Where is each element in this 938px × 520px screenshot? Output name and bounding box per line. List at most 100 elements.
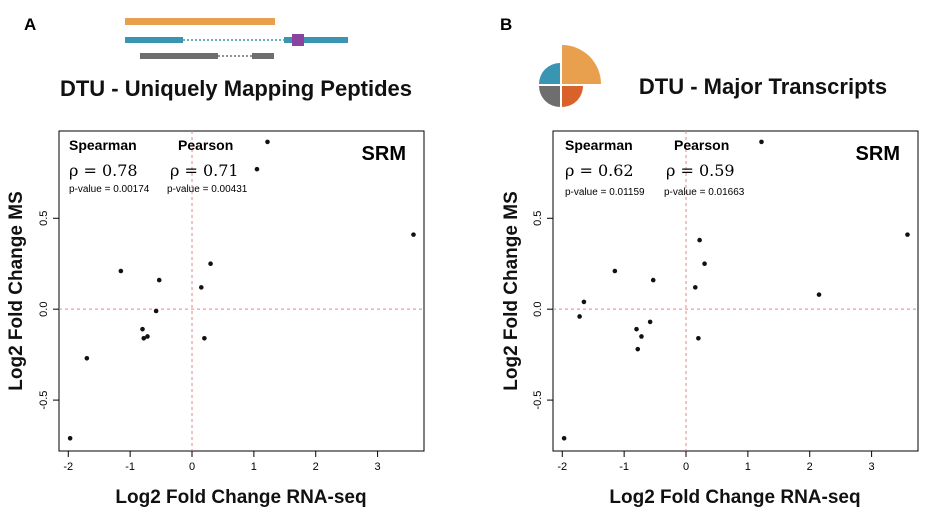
plot-b-data-point (647, 319, 653, 325)
panel-a-header: A DTU - Uniquely Mapping Peptides (24, 15, 412, 101)
plot-a-points (67, 139, 416, 441)
plot-b-data-point (692, 285, 698, 290)
scatter-plot-a: -2 -1 0 1 2 3 -0.5 0.0 0.5 Spearman Pearson ρ =… (6, 130, 425, 508)
plot-b-x-tick-label: 3 (869, 461, 875, 473)
plot-b-x-tick-label: 0 (683, 461, 689, 473)
plot-a-data-point (145, 334, 150, 339)
plot-a-y-axis-label-text: Log2 Fold Change MS (6, 191, 27, 391)
plot-b-data-point (905, 232, 910, 237)
plot-b-srm-badge: SRM (856, 143, 900, 165)
plot-a-data-point (84, 355, 90, 361)
plot-b-data-point (635, 346, 641, 352)
transcript-bar-gray-left (140, 53, 218, 59)
plot-b-data-point (612, 268, 618, 274)
plot-a-spearman-pvalue: p-value = 0.00174 (69, 184, 150, 195)
plot-b-data-point (561, 435, 567, 441)
plot-a-data-point (140, 326, 145, 332)
plot-b-x-axis-label-text: Log2 Fold Change RNA-seq (609, 487, 860, 508)
pie-slice-orange-large (562, 45, 601, 84)
plot-a-data-point (265, 139, 270, 145)
plot-a-pearson-pvalue: p-value = 0.00431 (167, 184, 248, 195)
plot-b-reference-lines (553, 131, 918, 451)
plot-b-y-axis-label: Log2 Fold Change MS (501, 191, 522, 391)
panel-a-letter: A (24, 15, 36, 34)
pie-slice-orange-dark (562, 86, 583, 107)
plot-a-x-ticks: -2 -1 0 1 2 3 (63, 451, 381, 473)
plot-b-y-tick-label: -0.5 (532, 391, 544, 410)
plot-a-srm-badge: SRM (362, 143, 406, 165)
plot-a-x-tick-label: 1 (251, 461, 257, 473)
plot-b-spearman-label: Spearman (565, 137, 633, 153)
plot-a-y-tick-label: 0.0 (38, 302, 50, 317)
transcript-pie-icon (539, 45, 601, 107)
plot-a-y-tick-label: 0.5 (38, 211, 50, 226)
plot-a-data-point (254, 166, 260, 172)
plot-b-spearman-pvalue: p-value = 0.01159 (565, 187, 645, 198)
panel-b-title: DTU - Major Transcripts (639, 74, 887, 99)
plot-b-data-point (639, 334, 644, 339)
panel-a-title: DTU - Uniquely Mapping Peptides (60, 76, 412, 101)
pie-slice-gray (539, 86, 560, 107)
plot-a-pearson-label: Pearson (178, 137, 233, 153)
transcript-bar-orange (125, 18, 275, 25)
plot-b-y-axis-label-text: Log2 Fold Change MS (501, 191, 522, 391)
plot-b-y-tick-label: 0.5 (532, 211, 544, 226)
plot-a-data-point (411, 232, 416, 237)
plot-a-data-point (208, 261, 213, 267)
plot-b-data-point (650, 277, 656, 283)
plot-b-x-tick-label: -1 (619, 461, 629, 473)
transcript-bar-teal-left (125, 37, 183, 43)
plot-a-data-point (202, 335, 207, 341)
plot-a-spearman-rho: ρ = 0.78 (69, 161, 138, 180)
plot-b-pearson-label: Pearson (674, 137, 729, 153)
plot-a-x-axis-label: Log2 Fold Change RNA-seq (115, 487, 366, 508)
plot-b-data-point (697, 237, 702, 243)
plot-b-data-point (696, 335, 701, 341)
plot-a-spearman-label: Spearman (69, 137, 137, 153)
plot-a-y-axis-label: Log2 Fold Change MS (6, 191, 27, 391)
plot-a-x-tick-label: 3 (375, 461, 381, 473)
plot-a-data-point (198, 285, 204, 290)
pie-slice-teal (539, 63, 560, 84)
plot-b-data-point (702, 261, 707, 267)
plot-a-y-ticks: -0.5 0.0 0.5 (38, 211, 59, 410)
plot-b-data-point (577, 314, 582, 319)
plot-a-x-tick-label: 2 (313, 461, 319, 473)
transcript-bar-teal-right (284, 37, 348, 43)
plot-b-y-ticks: -0.5 0.0 0.5 (532, 211, 553, 410)
plot-b-x-tick-label: 1 (745, 461, 751, 473)
plot-b-pearson-pvalue: p-value = 0.01663 (664, 187, 745, 198)
plot-a-x-axis-label-text: Log2 Fold Change RNA-seq (115, 487, 366, 508)
plot-a-x-tick-label: -1 (125, 461, 135, 473)
plot-b-pearson-rho: ρ = 0.59 (666, 161, 735, 180)
plot-a-x-tick-label: 0 (189, 461, 195, 473)
plot-b-points (561, 139, 910, 441)
plot-a-data-point (141, 335, 147, 341)
plot-b-data-point (816, 292, 822, 297)
plot-b-x-tick-label: -2 (557, 461, 567, 473)
plot-a-frame (58, 130, 425, 452)
transcript-structure-icon (125, 18, 348, 59)
plot-a-reference-lines (59, 131, 424, 451)
plot-a-data-point (156, 277, 162, 283)
plot-a-data-point (118, 268, 124, 274)
plot-a-data-point (153, 308, 159, 314)
plot-b-frame (552, 130, 919, 452)
scatter-plot-b: -2 -1 0 1 2 3 -0.5 0.0 0.5 Spearman Pearson ρ =… (501, 130, 919, 508)
plot-a-pearson-rho: ρ = 0.71 (170, 161, 239, 180)
peptide-marker-purple (292, 34, 304, 46)
plot-b-spearman-rho: ρ = 0.62 (565, 161, 634, 180)
plot-a-x-tick-label: -2 (63, 461, 73, 473)
plot-b-x-ticks: -2 -1 0 1 2 3 (557, 451, 875, 473)
panel-b-header: B DTU - Major Transcripts (500, 15, 887, 107)
plot-b-x-axis-label: Log2 Fold Change RNA-seq (609, 487, 860, 508)
plot-a-y-tick-label: -0.5 (38, 391, 50, 410)
plot-b-x-tick-label: 2 (807, 461, 813, 473)
plot-b-y-tick-label: 0.0 (532, 302, 544, 317)
plot-a-data-point (67, 435, 73, 441)
plot-b-data-point (759, 139, 764, 145)
transcript-bar-gray-right (252, 53, 274, 59)
plot-b-data-point (634, 326, 639, 332)
panel-b-letter: B (500, 15, 512, 34)
